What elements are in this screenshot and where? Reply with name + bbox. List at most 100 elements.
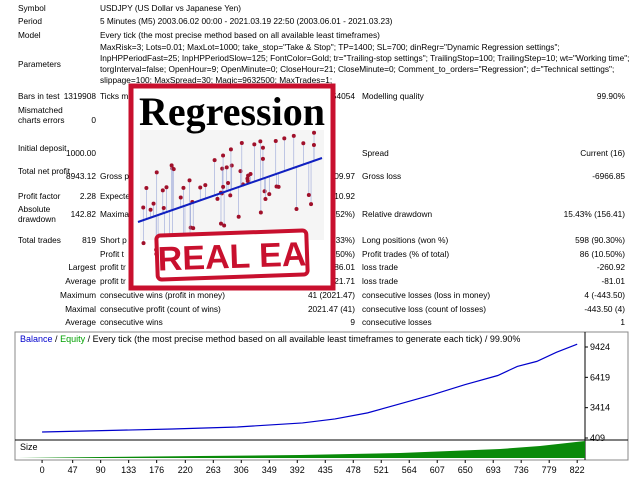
stat-value: Average — [65, 317, 96, 327]
legend-sep: / — [88, 334, 91, 344]
stat-label: Ticks m — [100, 91, 129, 101]
stat-label: Relative drawdown — [362, 209, 433, 219]
stat-label: Absolute drawdown — [18, 204, 56, 224]
chart-quality: 99.90% — [490, 334, 521, 344]
stat-value: 33%) — [335, 235, 355, 245]
stat-label: loss trade — [362, 276, 398, 286]
stat-label: consecutive profit (count of wins) — [100, 304, 221, 314]
x-tick-label: 47 — [68, 465, 78, 475]
stat-value: Maximal — [65, 304, 96, 314]
x-tick-label: 176 — [149, 465, 164, 475]
x-tick-label: 478 — [346, 465, 361, 475]
stat-value: 1 — [620, 317, 625, 327]
stat-label: consecutive wins (profit in money) — [100, 290, 225, 300]
stat-value: 52%) — [335, 209, 355, 219]
chart-legend: Balance / Equity / Every tick (the most … — [20, 334, 520, 344]
stat-label: profit tr — [100, 262, 126, 272]
parameter-line: InpHPPeriodFast=25; InpHPPeriodSlow=125;… — [100, 53, 630, 63]
x-tick-label: 693 — [486, 465, 501, 475]
legend-sep: / — [485, 334, 488, 344]
stat-value: 10.92 — [334, 191, 355, 201]
x-tick-label: 133 — [121, 465, 136, 475]
stat-value: -443.50 (4) — [584, 304, 625, 314]
stat-value: 10.50%) — [324, 249, 355, 259]
x-tick-label: 392 — [290, 465, 305, 475]
balance-line — [42, 343, 578, 433]
stat-label: Bars in test — [18, 91, 60, 101]
stat-label: profit tr — [100, 276, 126, 286]
stat-value: 8943.12 — [66, 171, 96, 181]
row-value: USDJPY (US Dollar vs Japanese Yen) — [100, 3, 241, 13]
y-tick-label: 3414 — [590, 403, 610, 413]
stat-value: -260.92 — [596, 262, 625, 272]
stat-label: Total trades — [18, 235, 61, 245]
x-tick-label: 736 — [514, 465, 529, 475]
x-tick-label: 822 — [570, 465, 585, 475]
stat-value: 2.28 — [79, 191, 96, 201]
stat-label: consecutive losses — [362, 317, 432, 327]
x-tick-label: 349 — [262, 465, 277, 475]
stat-value: 41 (2021.47) — [307, 290, 355, 300]
stat-value: 909.97 — [329, 171, 355, 181]
stat-value: 819 — [82, 235, 96, 245]
legend-sep: / — [55, 334, 58, 344]
y-tick-label: 409 — [590, 433, 605, 443]
size-histogram — [18, 441, 585, 458]
stat-value: 142.82 — [70, 209, 96, 219]
legend-balance: Balance — [20, 334, 53, 344]
stat-value: 1319908 — [63, 91, 96, 101]
stat-label: consecutive losses (loss in money) — [362, 290, 491, 300]
stat-label: Initial deposit — [18, 143, 67, 153]
stat-value: 286.01 — [329, 262, 355, 272]
stat-value: 86 (10.50%) — [579, 249, 625, 259]
x-tick-label: 779 — [542, 465, 557, 475]
stat-label: Gross p — [100, 171, 130, 181]
x-tick-label: 0 — [40, 465, 45, 475]
stat-label: Total net profit — [18, 166, 71, 176]
stat-value: 2021.47 (41) — [307, 304, 355, 314]
stat-label: Profit factor — [18, 191, 61, 201]
stat-value: 4 (-443.50) — [584, 290, 625, 300]
stat-value: Average — [65, 276, 96, 286]
stat-label: Maxima — [100, 209, 130, 219]
stat-value: 0 — [91, 115, 96, 125]
stat-label: Profit trades (% of total) — [362, 249, 450, 259]
parameter-line: slippage=100; MaxSpread=30; Magic=963250… — [100, 75, 333, 85]
stat-value: 1000.00 — [66, 148, 96, 158]
x-tick-label: 220 — [178, 465, 193, 475]
stat-label: Expecte — [100, 191, 130, 201]
parameter-line: MaxRisk=3; Lots=0.01; MaxLot=1000; take_… — [100, 42, 560, 52]
stat-value: 54054 — [331, 91, 355, 101]
stat-label: Gross loss — [362, 171, 402, 181]
stat-value: 598 (90.30%) — [575, 235, 625, 245]
row-label: Model — [18, 30, 41, 40]
row-value: 5 Minutes (M5) 2003.06.02 00:00 - 2021.0… — [100, 16, 393, 26]
row-label: Parameters — [18, 59, 61, 69]
stat-label: Modelling quality — [362, 91, 424, 101]
x-tick-label: 650 — [458, 465, 473, 475]
stat-label: Profit t — [100, 249, 124, 259]
stat-value: 15.43% (156.41) — [563, 209, 625, 219]
stat-value: 21.71 — [334, 276, 355, 286]
x-tick-label: 435 — [318, 465, 333, 475]
stat-label: Short p — [100, 235, 127, 245]
stat-label: Long positions (won %) — [362, 235, 449, 245]
stat-value: -6966.85 — [592, 171, 625, 181]
stat-label: consecutive loss (count of losses) — [362, 304, 487, 314]
x-tick-label: 90 — [96, 465, 106, 475]
stat-label: consecutive wins — [100, 317, 163, 327]
x-tick-label: 521 — [374, 465, 389, 475]
stat-value: 9 — [350, 317, 355, 327]
stat-value: Current (16) — [580, 148, 625, 158]
row-label: Symbol — [18, 3, 46, 13]
row-value: Every tick (the most precise method base… — [100, 30, 380, 40]
chart-frame — [14, 331, 629, 461]
stat-value: Largest — [68, 262, 96, 272]
row-label: Period — [18, 16, 42, 26]
stat-value: -81.01 — [601, 276, 625, 286]
x-tick-label: 306 — [234, 465, 249, 475]
y-tick-label: 9424 — [590, 342, 610, 352]
x-tick-label: 263 — [206, 465, 221, 475]
stat-label: loss trade — [362, 262, 398, 272]
